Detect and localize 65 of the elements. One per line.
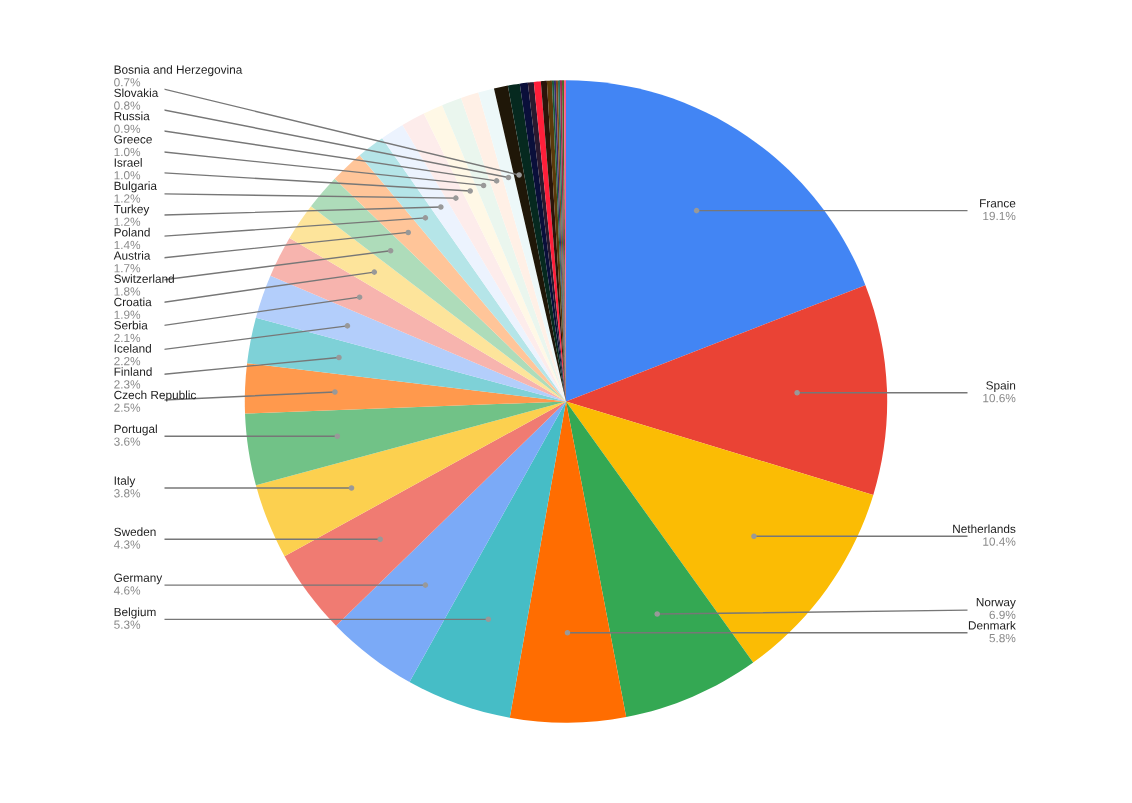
data-label: 2.1%	[114, 333, 141, 343]
slice-label: Bosnia and Herzegovina	[114, 65, 243, 77]
slice-label: Poland	[114, 227, 150, 237]
slice-label: Italy	[114, 476, 136, 488]
data-label: 0.8%	[114, 101, 141, 110]
data-label: 4.6%	[113, 586, 141, 595]
data-label: 1.2%	[114, 194, 141, 203]
data-label: 3.6%	[114, 437, 141, 446]
data-label: 0.9%	[114, 124, 141, 133]
pie-slice	[244, 363, 566, 414]
data-label: 1.7%	[114, 264, 141, 273]
pie-slice	[255, 275, 566, 402]
data-label: 1.4%	[114, 240, 141, 250]
data-label: 5.8%	[989, 633, 1016, 643]
slice-label: Switzerland	[114, 274, 174, 283]
slice-label: Greece	[114, 135, 152, 144]
pie-slice	[566, 401, 754, 718]
slice-label: Netherlands	[953, 524, 1016, 534]
pie-slice	[255, 401, 566, 557]
slice-label: France	[980, 199, 1016, 208]
pie-slice	[509, 401, 627, 723]
slice-label: Turkey	[113, 204, 150, 216]
slice-label: Iceland	[114, 344, 151, 353]
slice-label: Finland	[114, 367, 152, 376]
pie-slice	[270, 238, 566, 402]
data-label: 2.3%	[114, 380, 141, 389]
slice-label: Bulgaria	[114, 181, 157, 193]
data-label: 5.3%	[114, 620, 141, 629]
data-label: 6.9%	[989, 610, 1016, 620]
slice-label: Portugal	[114, 424, 157, 436]
slice-label: Russia	[114, 111, 150, 121]
slice-label: Austria	[113, 251, 151, 260]
pie-slice	[409, 401, 566, 718]
data-label: 3.8%	[114, 489, 141, 498]
slice-label: Israel	[114, 158, 142, 167]
data-label: 4.3%	[113, 540, 141, 549]
data-label: 1.0%	[114, 147, 141, 157]
data-label: 10.4%	[983, 537, 1016, 546]
data-label: 1.9%	[114, 310, 141, 319]
pie-slice	[310, 178, 566, 402]
slice-label: Czech Republic	[114, 390, 197, 402]
slice-label: Belgium	[114, 607, 156, 619]
pie-slice	[507, 83, 566, 402]
data-label: 1.8%	[114, 287, 141, 296]
data-label: 2.2%	[114, 356, 141, 366]
data-label: 2.5%	[114, 403, 141, 412]
slice-label: Sweden	[114, 527, 156, 537]
pie-slice	[566, 401, 874, 663]
data-label: 0.7%	[114, 78, 141, 87]
pie-slice	[566, 285, 888, 495]
slice-label: Norway	[976, 598, 1016, 609]
data-label: 10.6%	[983, 393, 1016, 403]
pie-slice	[284, 401, 566, 626]
pie-slice	[289, 206, 566, 402]
data-label: 1.0%	[114, 171, 141, 180]
pie-slice	[336, 401, 566, 682]
slice-label: Slovakia	[114, 88, 159, 98]
slice-label: Croatia	[114, 297, 152, 307]
pie-slice	[566, 80, 866, 402]
slice-label: Serbia	[114, 320, 148, 330]
data-label: 19.1%	[983, 211, 1016, 221]
slice-label: Germany	[114, 573, 163, 585]
slice-label: Spain	[986, 380, 1016, 392]
data-label: 1.2%	[114, 217, 141, 226]
slice-label: Denmark	[968, 620, 1016, 630]
